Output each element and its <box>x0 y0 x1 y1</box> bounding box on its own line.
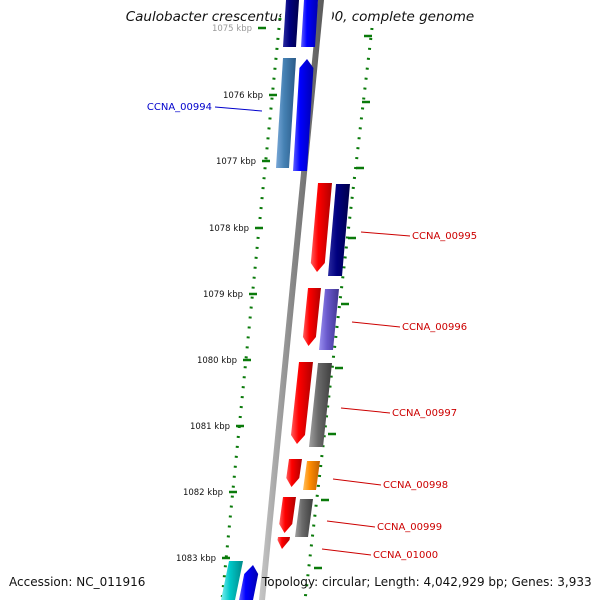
accession-label: Accession: NC_011916 <box>9 575 145 589</box>
feature-slate-00996 <box>319 289 339 350</box>
gene-label[interactable]: CCNA_00997 <box>392 408 457 419</box>
label-leader-line <box>327 521 375 527</box>
tick-label: 1079 kbp <box>203 290 243 300</box>
feature-gray-00999 <box>295 499 313 537</box>
label-leader-line <box>341 408 390 413</box>
label-leader-line <box>322 549 371 555</box>
feature-red-00999 <box>279 497 296 533</box>
tick-label: 1083 kbp <box>176 554 216 564</box>
gene-label[interactable]: CCNA_00998 <box>383 480 448 491</box>
gene-label[interactable]: CCNA_00995 <box>412 231 477 242</box>
feature-navy-00995 <box>328 184 350 276</box>
label-leader-line <box>333 479 381 485</box>
label-leader-line <box>215 107 262 111</box>
tick-label: 1076 kbp <box>223 91 263 101</box>
label-leader-line <box>361 232 410 236</box>
tick-label: 1081 kbp <box>190 422 230 432</box>
gene-label[interactable]: CCNA_00996 <box>402 322 467 333</box>
feature-red-01000 <box>278 537 291 549</box>
gene-label[interactable]: CCNA_01000 <box>373 550 438 561</box>
tick-label: 1075 kbp <box>212 24 252 34</box>
tick-label: 1078 kbp <box>209 224 249 234</box>
label-leader-line <box>352 322 400 327</box>
feature-red-00995 <box>311 183 332 272</box>
tick-label: 1082 kbp <box>183 488 223 498</box>
gene-label[interactable]: CCNA_00999 <box>377 522 442 533</box>
feature-red-00998 <box>286 459 302 487</box>
tick-label: 1077 kbp <box>216 157 256 167</box>
tick-label: 1080 kbp <box>197 356 237 366</box>
gene-label[interactable]: CCNA_00994 <box>147 102 212 113</box>
feature-red-00997 <box>291 362 313 444</box>
feature-red-00996 <box>303 288 321 346</box>
genome-map: 1075 kbp 1076 kbp 1077 kbp 1078 kbp 1079 kbp… <box>0 0 600 600</box>
topology-label: Topology: circular; Length: 4,042,929 bp… <box>262 575 592 589</box>
